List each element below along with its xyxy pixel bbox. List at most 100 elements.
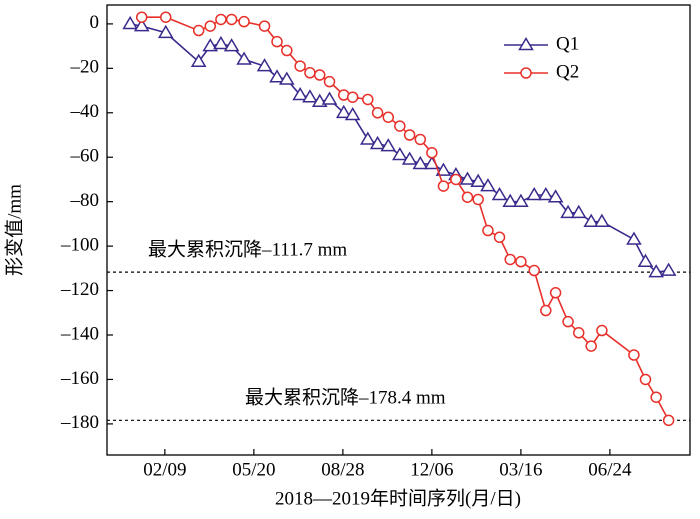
x-tick-label: 05/20	[232, 459, 275, 480]
y-tick-label: –180	[60, 412, 99, 433]
point	[392, 147, 408, 161]
point	[394, 120, 406, 132]
point	[562, 315, 574, 328]
point	[513, 193, 529, 207]
point	[549, 287, 562, 299]
point	[236, 51, 252, 65]
point	[133, 18, 150, 32]
point	[515, 255, 527, 268]
point	[596, 324, 608, 337]
point	[362, 93, 374, 106]
point	[502, 193, 519, 207]
point	[482, 224, 494, 237]
point	[450, 173, 462, 186]
point	[271, 35, 283, 48]
point	[238, 15, 250, 28]
point	[662, 414, 675, 427]
point	[159, 11, 172, 23]
point	[313, 69, 326, 81]
legend-label: Q2	[556, 61, 579, 82]
legend-label: Q1	[556, 33, 579, 54]
y-tick-label: –140	[60, 323, 99, 344]
point	[323, 75, 336, 88]
point	[639, 373, 652, 386]
point	[190, 53, 207, 67]
point	[278, 71, 295, 85]
point	[560, 204, 576, 219]
point	[223, 38, 240, 52]
point	[281, 44, 293, 57]
y-tick-label: –120	[60, 279, 99, 300]
point	[302, 89, 318, 103]
point	[294, 60, 306, 72]
point	[204, 20, 216, 32]
point	[258, 20, 271, 32]
point	[369, 135, 386, 150]
point	[626, 231, 642, 245]
point	[628, 349, 640, 361]
point	[570, 204, 587, 219]
point	[472, 193, 484, 206]
point	[382, 111, 395, 123]
point	[493, 231, 506, 243]
point	[435, 162, 452, 176]
series-points	[122, 15, 677, 278]
legend-symbol	[520, 67, 532, 79]
x-tick-label: 03/16	[499, 459, 542, 480]
point	[304, 67, 316, 79]
point	[192, 24, 205, 37]
annotation: 最大累积沉降–111.7 mm	[148, 238, 347, 260]
x-tick-label: 02/09	[143, 459, 186, 480]
point	[528, 264, 540, 277]
point	[401, 151, 418, 165]
point	[437, 180, 450, 192]
y-tick-label: –60	[70, 146, 100, 167]
y-axis-label: 形变值/mm	[3, 184, 25, 276]
point	[269, 69, 285, 83]
point	[202, 38, 219, 52]
y-tick-label: –40	[70, 101, 100, 122]
plot-frame	[106, 4, 691, 456]
point	[215, 13, 227, 26]
point	[335, 104, 352, 119]
point	[157, 24, 174, 39]
point	[540, 304, 552, 317]
point	[292, 87, 308, 101]
x-tick-label: 08/28	[321, 459, 364, 480]
point	[346, 91, 359, 103]
point	[256, 58, 273, 72]
legend-marker	[518, 37, 534, 51]
point	[572, 327, 585, 339]
point	[414, 133, 427, 146]
point	[321, 91, 338, 105]
point	[547, 189, 564, 203]
point	[213, 35, 229, 50]
point	[504, 253, 516, 266]
point	[648, 264, 664, 278]
point	[426, 147, 438, 159]
point	[491, 187, 508, 201]
point	[412, 155, 429, 170]
annotation: 最大累积沉降–178.4 mm	[245, 387, 446, 409]
point	[403, 129, 416, 141]
series-points	[135, 11, 675, 427]
point	[380, 138, 397, 152]
point	[122, 15, 138, 30]
point	[637, 253, 654, 267]
point	[583, 213, 600, 227]
point	[135, 11, 148, 23]
point	[660, 262, 677, 276]
point	[585, 340, 597, 352]
y-tick-label: 0	[90, 12, 100, 33]
point	[537, 187, 554, 201]
point	[470, 173, 486, 187]
point	[594, 213, 610, 227]
legend-symbol	[518, 37, 534, 51]
y-tick-label: –80	[70, 190, 100, 211]
y-tick-label: –160	[60, 368, 99, 389]
point	[480, 178, 496, 192]
point	[344, 107, 361, 121]
point	[371, 107, 384, 119]
point	[459, 171, 476, 185]
